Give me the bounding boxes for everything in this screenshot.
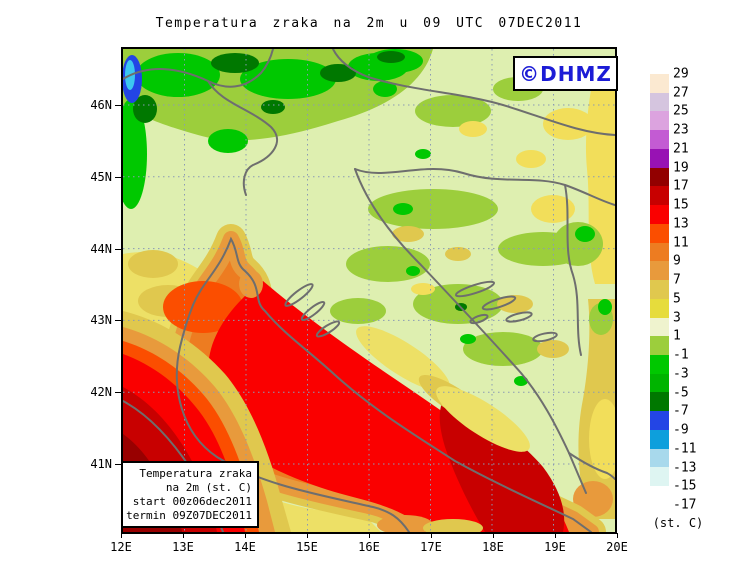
lon-tick-label: 17E <box>420 540 442 554</box>
colorbar-tick-label: 13 <box>673 216 689 232</box>
lon-tick-label: 18E <box>482 540 504 554</box>
lon-tick <box>431 533 432 538</box>
lon-tick <box>245 533 246 538</box>
colorbar-tick-label: -5 <box>673 385 689 401</box>
colorbar-tick-label: 21 <box>673 141 689 157</box>
lon-tick-label: 20E <box>606 540 628 554</box>
lat-tick-label: 44N <box>90 241 112 256</box>
colorbar-swatch-10 <box>650 261 669 281</box>
colorbar-tick-label: -9 <box>673 422 689 438</box>
run-info-lines: Temperatura zraka na 2m (st. C) start 00z0… <box>123 467 252 523</box>
colorbar-swatch-14 <box>650 336 669 356</box>
lon-tick <box>307 533 308 538</box>
lat-tick <box>115 248 121 250</box>
colorbar-swatch-13 <box>650 317 669 337</box>
colorbar-tick-label: -11 <box>673 441 697 457</box>
colorbar-tick-label: -7 <box>673 403 689 419</box>
colorbar-tick-label: 29 <box>673 66 689 82</box>
lat-tick <box>115 392 121 394</box>
lon-tick-label: 19E <box>544 540 566 554</box>
lon-tick <box>555 533 556 538</box>
colorbar-swatch-19 <box>650 429 669 449</box>
colorbar-tick-label: -15 <box>673 478 697 494</box>
colorbar-swatch-0 <box>650 74 669 93</box>
colorbar-swatch-2 <box>650 111 669 131</box>
lat-tick <box>115 320 121 322</box>
run-info-line-2: start 00z06dec2011 <box>132 495 252 508</box>
run-info-box: Temperatura zraka na 2m (st. C) start 00z0… <box>121 461 259 528</box>
lon-tick-label: 15E <box>296 540 318 554</box>
colorbar-tick-label: 27 <box>673 85 689 101</box>
latitude-axis: 46N 45N 44N 43N 42N 41N <box>84 47 121 534</box>
colorbar-tick-label: 9 <box>673 253 681 269</box>
colorbar-tick-label: 5 <box>673 291 681 307</box>
colorbar-tick-label: 3 <box>673 310 681 326</box>
colorbar-swatch-18 <box>650 411 669 430</box>
colorbar-swatch-1 <box>650 92 669 112</box>
colorbar-swatch-12 <box>650 298 669 318</box>
colorbar-swatch-6 <box>650 186 669 206</box>
lat-tick-label: 43N <box>90 313 112 328</box>
lon-tick-label: 14E <box>234 540 256 554</box>
colorbar-swatch-21 <box>650 467 669 487</box>
colorbar-tick-label: 17 <box>673 178 689 194</box>
colorbar-swatch-8 <box>650 223 669 243</box>
colorbar-swatch-7 <box>650 205 669 224</box>
run-info-line-1: na 2m (st. C) <box>165 481 252 494</box>
colorbar-tick-label: -17 <box>673 497 697 513</box>
lon-tick <box>369 533 370 538</box>
colorbar-swatch-5 <box>650 167 669 187</box>
colorbar-tick-label: 7 <box>673 272 681 288</box>
colorbar-swatch-22 <box>650 486 669 505</box>
lat-tick-label: 46N <box>90 98 112 112</box>
colorbar-unit-label: (st. C) <box>652 516 704 530</box>
graticule <box>123 49 615 532</box>
colorbar-tick-label: -3 <box>673 366 689 382</box>
colorbar-tick-label: 15 <box>673 197 689 213</box>
lat-tick-label: 41N <box>90 457 112 471</box>
page-title: Temperatura zraka na 2m u 09 UTC 07DEC20… <box>155 16 583 31</box>
colorbar-swatches <box>650 74 669 505</box>
colorbar-tick-label: 19 <box>673 160 689 176</box>
lat-tick-label: 45N <box>90 169 112 184</box>
lon-tick <box>493 533 494 538</box>
lon-tick <box>617 533 618 538</box>
colorbar-swatch-3 <box>650 130 669 149</box>
lon-tick-label: 13E <box>172 540 194 554</box>
island-outlines <box>284 280 558 343</box>
colorbar-tick-label: -13 <box>673 460 697 476</box>
longitude-axis: 12E 13E 14E 15E 16E 17E 18E 19E 20E <box>110 533 628 561</box>
lon-tick <box>183 533 184 538</box>
lon-tick-label: 12E <box>110 540 132 554</box>
dhmz-watermark-label: ©DHMZ <box>519 61 612 86</box>
colorbar-swatch-20 <box>650 448 669 468</box>
colorbar-swatch-11 <box>650 280 669 299</box>
temperature-map-canvas <box>123 49 615 532</box>
lon-tick <box>121 533 122 538</box>
temperature-colorbar: 29 27 25 23 21 19 17 15 13 11 9 7 5 3 1 -1 -3 -5 -7 -9 -11 -1… <box>650 67 710 513</box>
run-info-line-0: Temperatura zraka <box>139 467 252 480</box>
dhmz-watermark-box: ©DHMZ <box>513 56 618 91</box>
lat-tick <box>115 105 121 106</box>
lat-tick <box>115 464 121 465</box>
lat-tick <box>115 176 121 178</box>
colorbar-swatch-15 <box>650 355 669 374</box>
colorbar-swatch-16 <box>650 373 669 393</box>
colorbar-tick-label: 23 <box>673 122 689 138</box>
colorbar-swatch-17 <box>650 392 669 412</box>
colorbar-swatch-4 <box>650 148 669 168</box>
colorbar-tick-label: -1 <box>673 347 689 363</box>
colorbar-swatch-9 <box>650 242 669 262</box>
country-borders <box>123 49 615 494</box>
colorbar-tick-label: 11 <box>673 235 689 251</box>
lon-tick-label: 16E <box>358 540 380 554</box>
lat-tick-label: 42N <box>90 385 112 400</box>
colorbar-tick-label: 1 <box>673 328 681 344</box>
run-info-line-3: termin 09Z07DEC2011 <box>126 509 252 522</box>
colorbar-tick-label: 25 <box>673 103 689 119</box>
